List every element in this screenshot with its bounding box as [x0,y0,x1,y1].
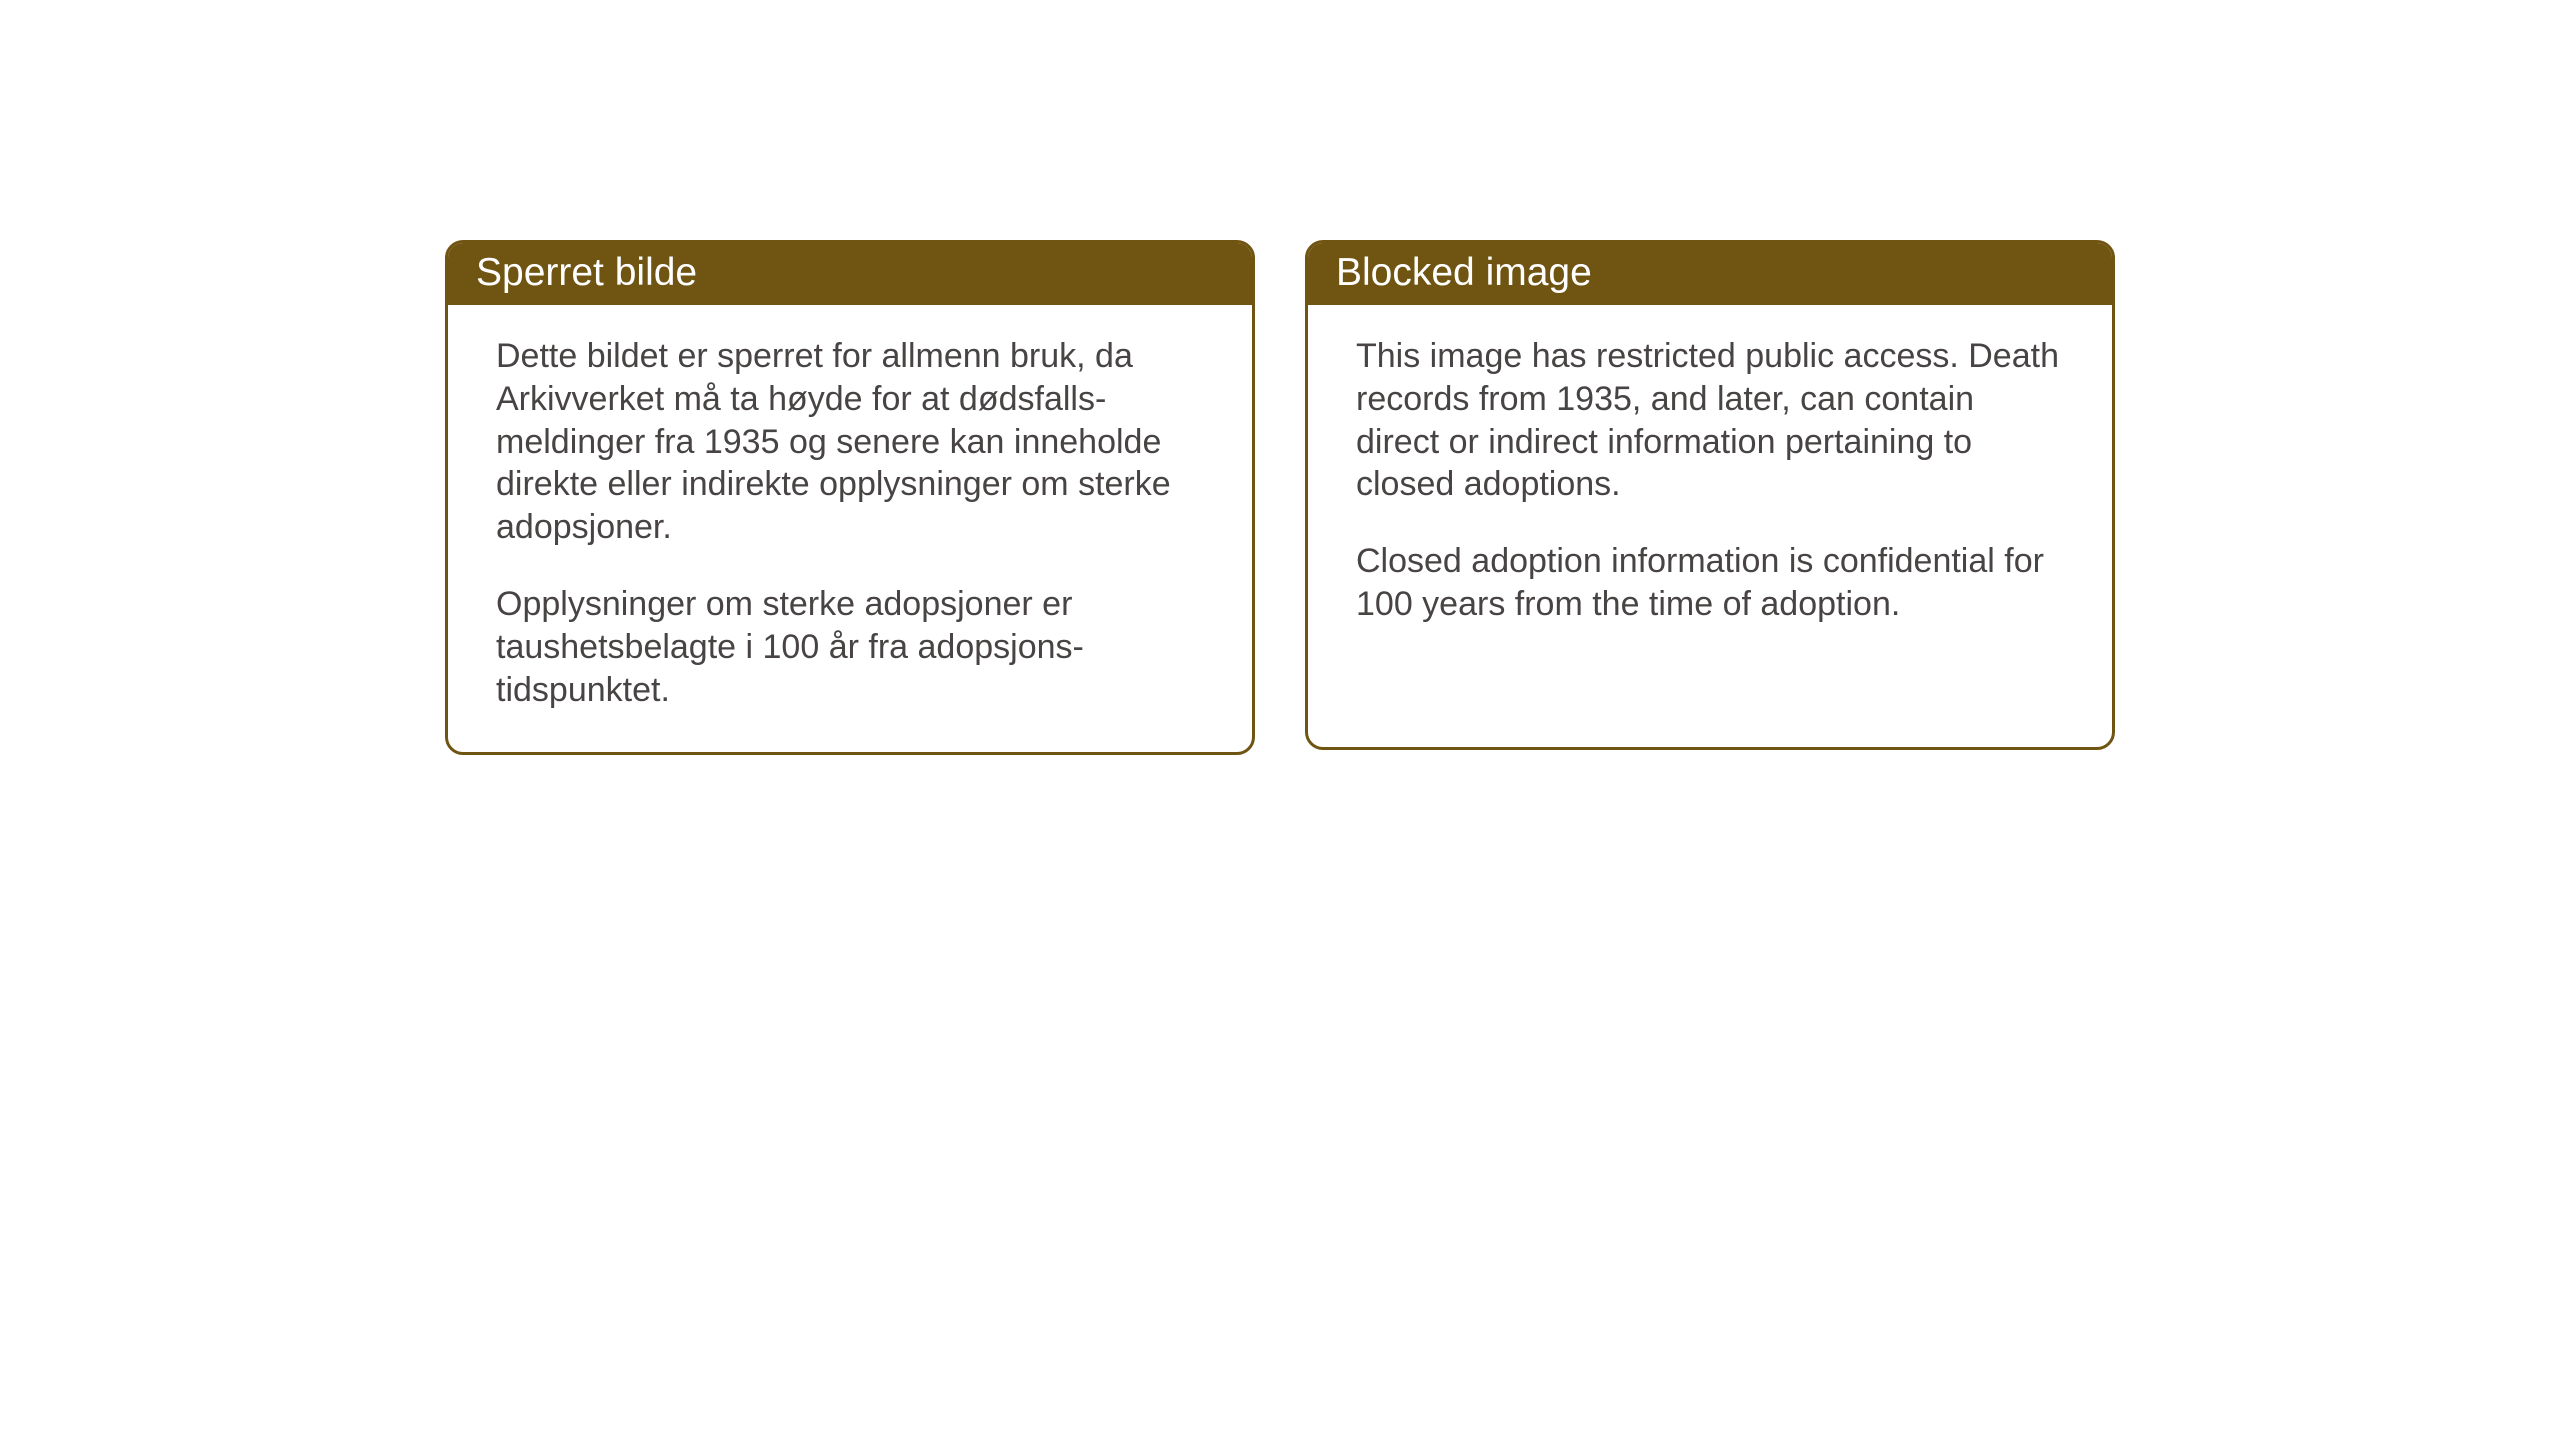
panel-body-norwegian: Dette bildet er sperret for allmenn bruk… [448,305,1252,752]
notice-panel-english: Blocked image This image has restricted … [1305,240,2115,750]
panel-header-norwegian: Sperret bilde [448,243,1252,305]
notice-panel-norwegian: Sperret bilde Dette bildet er sperret fo… [445,240,1255,755]
paragraph-text: This image has restricted public access.… [1356,335,2064,506]
panel-body-english: This image has restricted public access.… [1308,305,2112,666]
paragraph-text: Opplysninger om sterke adopsjoner er tau… [496,583,1204,711]
notice-container: Sperret bilde Dette bildet er sperret fo… [445,240,2115,755]
paragraph-text: Closed adoption information is confident… [1356,540,2064,626]
panel-header-english: Blocked image [1308,243,2112,305]
paragraph-text: Dette bildet er sperret for allmenn bruk… [496,335,1204,549]
